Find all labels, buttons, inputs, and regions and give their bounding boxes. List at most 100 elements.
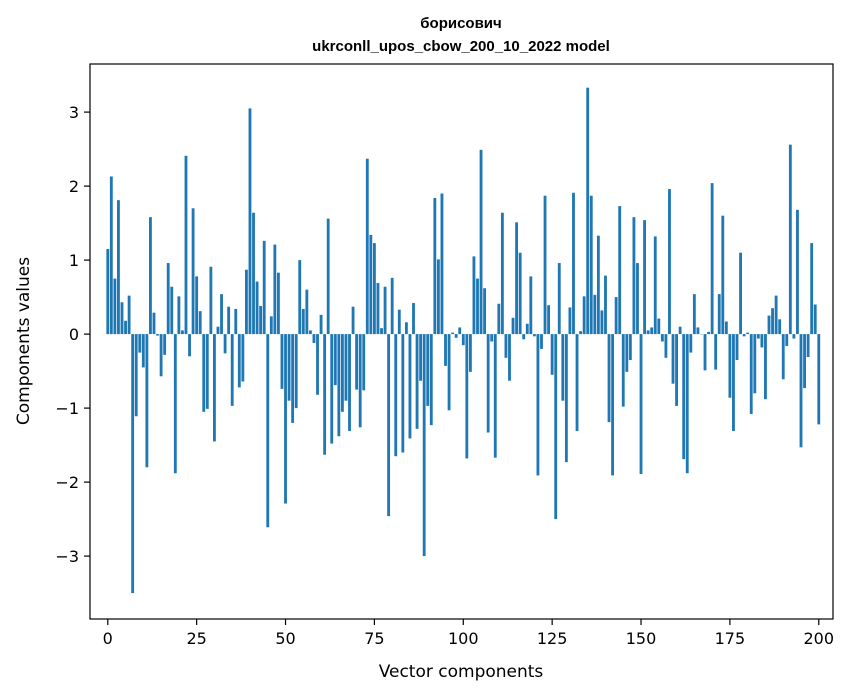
bar-75	[372, 243, 376, 335]
bar-165	[692, 294, 696, 335]
bar-56	[305, 289, 309, 335]
bar-68	[348, 334, 351, 432]
bar-135	[586, 87, 590, 335]
bar-117	[522, 334, 526, 340]
bar-62	[326, 218, 330, 335]
bar-137	[593, 294, 597, 335]
bar-127	[557, 263, 561, 335]
bar-58	[312, 334, 316, 343]
bar-186	[767, 315, 771, 335]
bar-50	[284, 334, 287, 504]
bar-11	[145, 334, 149, 468]
bar-124	[547, 305, 551, 335]
bar-193	[792, 334, 796, 339]
bar-157	[664, 334, 668, 358]
bar-114	[511, 317, 515, 335]
bar-73	[365, 158, 369, 335]
bar-123	[543, 195, 547, 335]
bar-86	[412, 303, 415, 335]
bar-95	[444, 334, 447, 366]
bar-17	[166, 263, 170, 335]
bar-194	[796, 209, 799, 335]
bar-100	[461, 334, 465, 346]
bar-53	[294, 334, 298, 409]
bar-98	[454, 334, 458, 338]
bar-129	[564, 334, 568, 463]
plot-frame	[89, 63, 834, 620]
chart-title: борисович	[420, 15, 501, 32]
bar-139	[600, 310, 604, 335]
y-tick-label: 1	[69, 251, 79, 270]
bar-162	[682, 334, 686, 460]
bar-90	[426, 334, 430, 406]
bar-144	[618, 206, 622, 335]
bar-81	[394, 334, 398, 457]
bar-159	[671, 334, 675, 384]
bar-154	[653, 236, 657, 335]
bar-28	[205, 334, 209, 409]
bar-7	[131, 334, 135, 594]
y-tick-label: −3	[55, 547, 79, 566]
bar-101	[465, 334, 469, 459]
bar-195	[799, 334, 803, 448]
bar-106	[483, 288, 487, 335]
x-tick-label: 175	[715, 629, 746, 648]
bar-174	[724, 321, 728, 335]
bar-130	[568, 307, 572, 335]
bar-191	[785, 334, 789, 346]
bar-36	[234, 308, 238, 335]
bar-4	[120, 302, 124, 335]
bar-163	[685, 334, 689, 474]
y-tick-label: −2	[55, 473, 79, 492]
bar-14	[156, 334, 159, 336]
bar-143	[614, 297, 618, 335]
y-tick-label: 3	[69, 103, 79, 122]
bar-161	[678, 326, 682, 335]
bar-147	[628, 334, 632, 360]
bar-46	[269, 316, 273, 335]
bar-105	[479, 149, 483, 335]
bar-48	[276, 272, 280, 335]
bar-41	[252, 212, 255, 335]
bar-175	[728, 334, 732, 398]
bar-23	[188, 334, 191, 357]
bar-177	[735, 334, 739, 360]
bar-149	[636, 263, 639, 335]
y-tick-label: 0	[69, 325, 79, 344]
bar-113	[508, 334, 511, 381]
bar-61	[323, 334, 327, 455]
bar-173	[721, 215, 725, 335]
bar-32	[220, 294, 223, 335]
bar-176	[732, 334, 735, 432]
x-tick-label: 0	[103, 629, 113, 648]
bar-199	[813, 304, 817, 335]
bar-77	[380, 328, 383, 335]
bar-120	[532, 334, 536, 337]
bar-52	[291, 334, 295, 423]
bar-8	[134, 334, 138, 417]
bar-63	[330, 334, 334, 444]
bar-166	[696, 327, 700, 335]
bar-71	[358, 334, 362, 428]
bar-182	[753, 334, 757, 394]
bar-19	[173, 334, 177, 474]
bar-110	[497, 303, 501, 335]
bar-148	[632, 217, 636, 335]
bar-142	[611, 334, 615, 476]
bar-198	[810, 243, 814, 335]
bar-78	[383, 286, 387, 335]
bar-29	[209, 266, 213, 335]
bar-112	[504, 334, 508, 358]
bar-141	[607, 334, 611, 423]
bar-3	[117, 200, 120, 335]
bar-152	[646, 330, 650, 335]
bar-88	[419, 334, 423, 381]
bar-99	[458, 327, 462, 335]
bar-66	[340, 334, 344, 412]
bar-119	[529, 276, 533, 335]
bar-128	[561, 334, 565, 401]
chart-subtitle: ukrconll_upos_cbow_200_10_2022 model	[312, 38, 610, 55]
bar-24	[191, 208, 195, 335]
bar-150	[639, 334, 643, 474]
